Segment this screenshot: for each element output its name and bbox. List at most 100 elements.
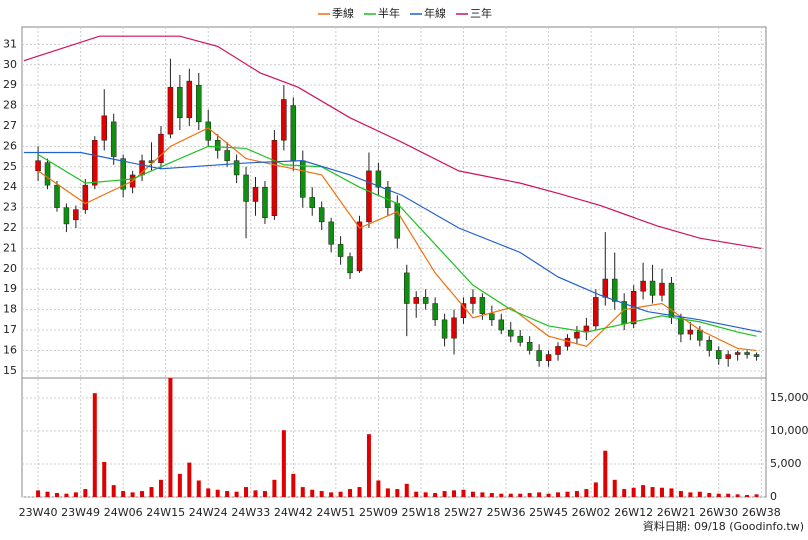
candle-body <box>271 140 278 217</box>
candle-body <box>281 99 287 141</box>
volume-bar <box>508 493 513 497</box>
candle-body <box>413 297 419 304</box>
candle-body <box>479 297 486 314</box>
candle-body <box>574 331 580 339</box>
x-tick-label: 26W12 <box>614 506 653 519</box>
volume-bar <box>669 488 674 497</box>
x-tick-label: 25W09 <box>359 506 398 519</box>
volume-bar <box>546 493 551 497</box>
candle-body <box>366 170 372 223</box>
candle-body <box>734 352 741 355</box>
candle-body <box>82 184 89 210</box>
volume-bar <box>300 487 305 497</box>
x-tick-label: 26W38 <box>742 506 781 519</box>
candle-body <box>44 162 51 186</box>
volume-bar <box>574 491 579 497</box>
candle-body <box>422 297 429 304</box>
y-tick-label: 21 <box>3 241 17 254</box>
volume-bar <box>83 489 88 497</box>
candle-body <box>659 282 665 296</box>
volume-bar <box>433 493 438 497</box>
volume-bar <box>726 493 731 497</box>
volume-bar <box>650 487 655 497</box>
volume-bar <box>452 490 457 497</box>
volume-tick-label: 5,000 <box>770 457 802 470</box>
x-tick-label: 25W18 <box>402 506 441 519</box>
legend-label: 三年 <box>470 6 492 20</box>
candle-body <box>640 280 646 292</box>
y-tick-label: 18 <box>3 303 17 316</box>
candle-body <box>451 317 457 339</box>
x-tick-label: 24W06 <box>104 506 143 519</box>
y-tick-label: 29 <box>3 78 17 91</box>
candle-body <box>196 84 202 123</box>
volume-bar <box>707 493 712 497</box>
candle-body <box>54 184 60 208</box>
volume-bar <box>168 378 173 497</box>
volume-bar <box>111 485 116 497</box>
candle-body <box>536 350 542 361</box>
candle-body <box>262 186 268 219</box>
volume-bar <box>64 493 69 497</box>
candle-body <box>328 221 334 245</box>
candle-body <box>92 140 98 186</box>
volume-bar <box>140 491 145 497</box>
volume-bar <box>366 434 371 497</box>
candle-body <box>602 278 609 298</box>
volume-bar <box>537 492 542 497</box>
candle-body <box>233 160 240 176</box>
y-tick-label: 16 <box>3 343 17 356</box>
y-tick-label: 20 <box>3 262 17 275</box>
candle-body <box>347 256 353 274</box>
candle-body <box>668 282 675 319</box>
x-tick-label: 25W45 <box>529 506 568 519</box>
volume-bar <box>121 491 126 497</box>
candle-body <box>744 352 750 355</box>
volume-bar <box>414 491 419 497</box>
ma-line <box>37 127 757 352</box>
ma-line <box>23 35 762 250</box>
candle-body <box>73 209 79 221</box>
volume-bar <box>461 489 466 497</box>
candle-body <box>375 170 382 188</box>
volume-bar <box>404 483 409 497</box>
y-tick-label: 27 <box>3 119 17 132</box>
volume-bar <box>622 489 627 497</box>
candle-body <box>186 80 193 119</box>
y-tick-label: 17 <box>3 323 17 336</box>
volume-bar <box>244 487 249 497</box>
candle-body <box>120 158 126 190</box>
volume-bar <box>518 493 523 497</box>
volume-bar <box>272 479 277 497</box>
candle-body <box>385 186 391 208</box>
y-tick-label: 22 <box>3 221 17 234</box>
candle-body <box>224 150 230 161</box>
volume-bar <box>376 480 381 497</box>
candle-body <box>526 342 533 351</box>
legend: 季線 半年 年線 三年 <box>318 6 492 20</box>
candle-body <box>290 105 297 161</box>
volume-bar <box>735 494 740 497</box>
volume-bar <box>631 487 636 497</box>
candle-body <box>498 319 505 331</box>
volume-bar <box>253 490 258 497</box>
candle-body <box>508 329 514 337</box>
candle-body <box>110 121 117 157</box>
y-tick-label: 15 <box>3 364 17 377</box>
volume-bar <box>102 461 107 497</box>
volume-bar <box>527 493 532 497</box>
y-tick-label: 25 <box>3 160 17 173</box>
volume-bar <box>291 473 296 497</box>
y-tick-label: 24 <box>3 180 17 193</box>
candle-body <box>697 329 703 341</box>
legend-label: 年線 <box>424 6 446 20</box>
candle-body <box>621 301 627 325</box>
ma-line <box>37 145 757 337</box>
x-tick-label: 26W02 <box>572 506 611 519</box>
candle-body <box>63 207 70 225</box>
volume-bar <box>385 488 390 497</box>
volume-bar <box>158 479 163 497</box>
x-tick-label: 25W36 <box>487 506 526 519</box>
ma-line <box>23 151 762 333</box>
